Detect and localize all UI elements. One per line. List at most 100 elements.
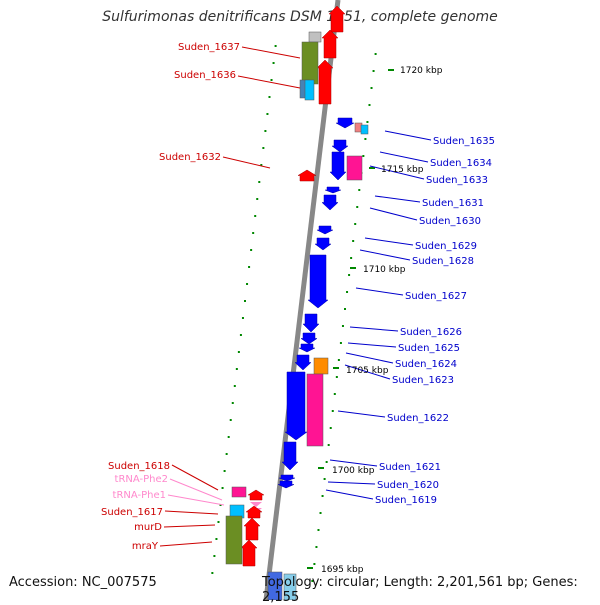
gene-label-suden-1629[interactable]: Suden_1629	[415, 241, 477, 252]
cog-box-magenta	[231, 486, 247, 498]
gene-label-suden-1634[interactable]: Suden_1634	[430, 158, 492, 169]
gc-dot	[225, 453, 228, 455]
gc-dot	[229, 419, 232, 421]
gc-dot	[241, 317, 244, 319]
gene-label-suden-1623[interactable]: Suden_1623	[392, 375, 454, 386]
gc-dot	[346, 291, 349, 293]
leader-line	[369, 207, 418, 221]
gc-dot	[364, 138, 367, 140]
cog-box-orange	[313, 357, 329, 375]
cog-box-skyblue	[283, 573, 297, 600]
gc-dot	[368, 104, 371, 106]
gene-label-suden-1627[interactable]: Suden_1627	[405, 291, 467, 302]
cog-box-grey	[308, 31, 322, 43]
leader-line	[241, 46, 301, 59]
leader-line	[369, 165, 425, 180]
gc-dot	[319, 512, 322, 514]
trna-phe2-mark	[250, 502, 262, 507]
gc-dot	[366, 121, 369, 123]
gc-dot	[337, 359, 340, 361]
leader-line	[164, 510, 219, 515]
gc-dot	[231, 402, 234, 404]
gc-dot	[217, 521, 220, 523]
gene-label-suden-1625[interactable]: Suden_1625	[398, 343, 460, 354]
leader-line	[329, 459, 378, 467]
gc-dot	[348, 274, 351, 276]
gene-label-mray[interactable]: mraY	[132, 541, 159, 552]
gc-dot	[358, 189, 361, 191]
scale-label-1705: 1705 kbp	[346, 366, 389, 376]
cds-plus-arrow-murd	[243, 517, 261, 541]
gc-dot	[321, 495, 324, 497]
gene-label-suden-1618[interactable]: Suden_1618	[108, 461, 170, 472]
cog-box-royalblue	[267, 571, 283, 600]
gc-dot	[237, 351, 240, 353]
leader-line	[349, 326, 399, 332]
leader-line	[169, 478, 223, 501]
gene-label-suden-1631[interactable]: Suden_1631	[422, 198, 484, 209]
scale-labels: 1720 kbp 1715 kbp 1710 kbp 1705 kbp 1700…	[321, 66, 443, 575]
gc-dot	[250, 249, 253, 251]
cds-minus-arrow-1624	[298, 343, 316, 353]
gene-label-suden-1635[interactable]: Suden_1635	[433, 136, 495, 147]
cds-minus-arrow-1626	[302, 313, 320, 333]
gene-label-suden-1628[interactable]: Suden_1628	[412, 256, 474, 267]
gc-dot	[344, 308, 346, 310]
scale-tick	[388, 69, 394, 71]
gc-dot	[327, 444, 330, 446]
leader-line	[327, 481, 376, 485]
gene-label-suden-1637[interactable]: Suden_1637	[178, 42, 240, 53]
gc-dot	[339, 342, 342, 344]
leader-line	[163, 524, 216, 528]
gc-dot	[325, 461, 328, 463]
cds-minus-arrow-1634	[331, 139, 349, 153]
cds-plus-arrow	[321, 29, 339, 59]
gene-label-suden-1619[interactable]: Suden_1619	[375, 495, 437, 506]
cog-box-green	[301, 41, 319, 85]
gene-label-murd[interactable]: murD	[134, 522, 162, 533]
cog-box-cyan	[360, 124, 369, 135]
cds-minus-arrow-1629	[316, 225, 334, 235]
gene-label-suden-1624[interactable]: Suden_1624	[395, 359, 457, 370]
gc-dot	[335, 376, 338, 378]
gc-dot	[252, 232, 255, 234]
gene-label-trna-phe2[interactable]: tRNA-Phe2	[115, 474, 168, 485]
cds-minus-arrow-1633	[329, 151, 347, 181]
gene-label-suden-1621[interactable]: Suden_1621	[379, 462, 441, 473]
scale-label-1715: 1715 kbp	[381, 165, 424, 175]
scale-tick	[307, 567, 313, 569]
map-title: Sulfurimonas denitrificans DSM 1251, com…	[102, 9, 498, 25]
scale-ticks	[307, 69, 394, 569]
leader-line	[237, 75, 301, 89]
gene-label-suden-1636[interactable]: Suden_1636	[174, 70, 236, 81]
gc-dot	[354, 223, 357, 225]
accession-text: Accession: NC_007575	[9, 575, 157, 590]
scale-tick	[333, 367, 339, 369]
gene-label-suden-1622[interactable]: Suden_1622	[387, 413, 449, 424]
gc-dot	[350, 257, 353, 259]
cds-minus-arrow-1619	[277, 480, 295, 489]
scale-tick	[350, 267, 356, 269]
gene-label-suden-1617[interactable]: Suden_1617	[101, 507, 163, 518]
gc-dot	[372, 70, 375, 72]
scale-tick	[318, 467, 324, 469]
gc-dot	[313, 563, 316, 565]
cds-minus-arrow-1627	[307, 254, 329, 309]
gene-features	[225, 5, 369, 600]
gene-label-suden-1633[interactable]: Suden_1633	[426, 175, 488, 186]
gene-label-suden-1626[interactable]: Suden_1626	[400, 327, 462, 338]
leader-line	[159, 541, 213, 547]
gene-label-trna-phe1[interactable]: tRNA-Phe1	[113, 490, 166, 501]
gc-dot	[213, 555, 216, 557]
gc-dot	[311, 580, 314, 582]
cds-plus-arrow	[328, 5, 346, 33]
scale-label-1720: 1720 kbp	[400, 66, 443, 76]
scale-label-1710: 1710 kbp	[363, 265, 406, 275]
gc-dot	[272, 62, 275, 64]
gene-label-suden-1632[interactable]: Suden_1632	[159, 152, 221, 163]
gc-dot	[264, 130, 267, 132]
gene-label-suden-1630[interactable]: Suden_1630	[419, 216, 481, 227]
gene-label-suden-1620[interactable]: Suden_1620	[377, 480, 439, 491]
gc-dot	[317, 529, 320, 531]
